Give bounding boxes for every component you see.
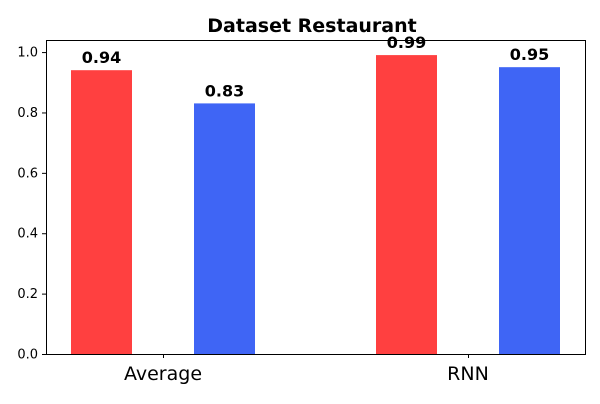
data-label-rnn-series-1: 0.99 [387, 33, 426, 52]
bar-average-series-1 [71, 70, 132, 354]
y-axis: 0.0 0.2 0.4 0.6 0.8 1.0 [17, 46, 46, 363]
bar-average-series-2 [194, 103, 255, 355]
data-label-rnn-series-2: 0.95 [510, 45, 549, 64]
y-tick-label: 0.6 [17, 166, 38, 181]
x-axis: Average RNN [124, 354, 489, 385]
y-tick-label: 0.8 [17, 106, 38, 121]
y-tick-label: 0.2 [17, 287, 38, 302]
bar-rnn-series-2 [499, 67, 560, 354]
y-tick-label: 1.0 [17, 46, 38, 61]
y-tick-label: 0.0 [17, 348, 38, 363]
chart-title: Dataset Restaurant [207, 15, 416, 37]
x-category-label: Average [124, 363, 202, 385]
y-tick-label: 0.4 [17, 227, 38, 242]
data-labels-group: 0.94 0.99 0.83 0.95 [82, 33, 549, 100]
x-category-label: RNN [447, 363, 489, 385]
plot-frame [46, 40, 586, 355]
bar-rnn-series-1 [376, 55, 437, 354]
data-label-average-series-1: 0.94 [82, 48, 121, 67]
bars-group [71, 55, 560, 355]
data-label-average-series-2: 0.83 [205, 81, 244, 100]
